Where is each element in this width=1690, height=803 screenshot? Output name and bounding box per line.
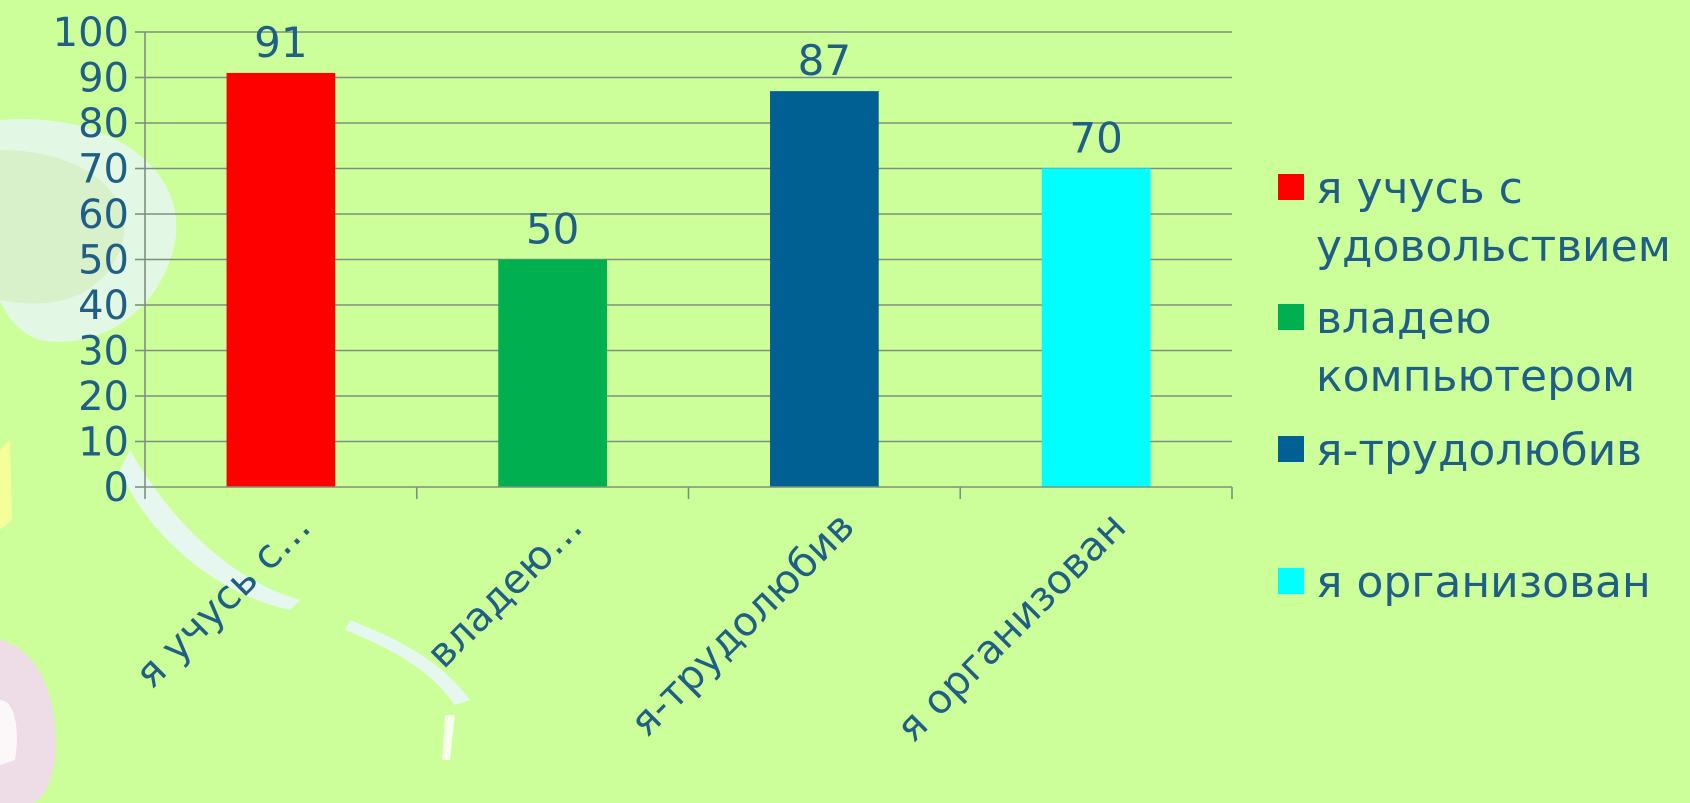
y-tick-label: 40: [78, 283, 129, 329]
background-swirl: [0, 640, 56, 803]
x-category-label: владею…: [418, 504, 592, 678]
y-tick-label: 0: [104, 465, 129, 511]
x-category-label: я учусь с…: [126, 504, 320, 698]
x-category-label: я-трудолюбив: [621, 504, 863, 746]
data-label: 50: [526, 205, 579, 254]
legend-label: владею компьютером: [1316, 293, 1636, 402]
legend-label: я учусь с удовольствием: [1316, 163, 1671, 272]
legend-swatch: [1278, 436, 1304, 462]
y-tick-label: 60: [78, 192, 129, 238]
legend-swatch: [1278, 304, 1304, 330]
background-swirl: [0, 700, 17, 765]
data-label: 91: [254, 18, 307, 67]
legend-item: я организован: [1278, 554, 1651, 612]
bars: [226, 72, 1151, 488]
background-swirl: [345, 620, 470, 705]
data-label: 87: [798, 36, 851, 85]
data-labels: 91 50 87 70: [254, 18, 1123, 254]
y-tick-label: 20: [78, 374, 129, 420]
bar: [770, 91, 879, 488]
y-tick-label: 90: [78, 56, 129, 102]
legend-swatch: [1278, 568, 1304, 594]
background-swirl: [0, 150, 125, 304]
legend-item: владею компьютером: [1278, 290, 1688, 406]
y-tick-label: 50: [78, 238, 129, 284]
background-swirl: [120, 450, 300, 610]
y-tick-label: 80: [78, 101, 129, 147]
x-axis-category-labels: я учусь с… владею… я-трудолюбив я организов…: [126, 504, 1135, 752]
y-tick-label: 70: [78, 147, 129, 193]
y-tick-label: 30: [78, 329, 129, 375]
axes: [135, 31, 1233, 499]
data-label: 70: [1069, 114, 1122, 163]
legend-item: я-трудолюбив: [1278, 422, 1642, 480]
legend-label: я организован: [1316, 557, 1651, 608]
background-swirl: [442, 715, 455, 760]
bar: [1041, 168, 1151, 487]
legend-label: я-трудолюбив: [1316, 425, 1643, 476]
y-tick-label: 100: [53, 10, 129, 56]
x-category-label: я организован: [887, 504, 1135, 752]
y-tick-label: 10: [78, 420, 129, 466]
background-swirl: [0, 440, 12, 530]
bar: [498, 259, 607, 487]
legend-item: я учусь с удовольствием: [1278, 160, 1688, 276]
bar: [226, 72, 336, 487]
legend-swatch: [1278, 174, 1304, 200]
